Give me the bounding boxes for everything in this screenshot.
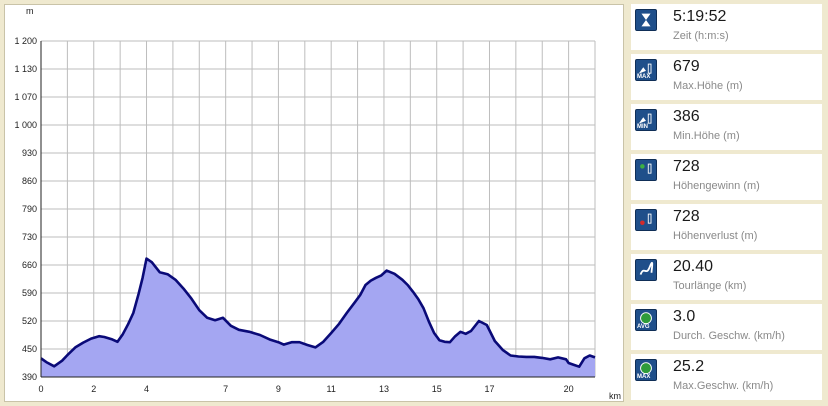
stat-item: MIN 386 Min.Höhe (m) xyxy=(631,104,822,150)
stat-item: 20.40 Tourlänge (km) xyxy=(631,254,822,300)
y-tick-label: 1 200 xyxy=(14,36,37,46)
stat-item: 728 Höhenverlust (m) xyxy=(631,204,822,250)
x-tick-label: 9 xyxy=(276,384,281,394)
stat-value: 679 xyxy=(673,58,700,75)
stats-panel: 5:19:52 Zeit (h:m:s) MAX 679 Max.Höhe (m) MIN… xyxy=(631,4,824,402)
y-tick-label: 790 xyxy=(22,204,37,214)
stat-item: 728 Höhengewinn (m) xyxy=(631,154,822,200)
icon-badge: AVG xyxy=(637,324,650,330)
y-tick-label: 1 000 xyxy=(14,120,37,130)
stat-label: Höhenverlust (m) xyxy=(673,230,758,242)
stat-item: MAX 25.2 Max.Geschw. (km/h) xyxy=(631,354,822,400)
x-tick-label: 0 xyxy=(38,384,43,394)
chart-grid xyxy=(40,40,596,378)
y-tick-label: 860 xyxy=(22,176,37,186)
x-axis-unit: km xyxy=(609,391,621,401)
stat-value: 5:19:52 xyxy=(673,8,727,25)
route-length-icon xyxy=(635,259,657,281)
hourglass-icon xyxy=(635,9,657,31)
x-tick-label: 20 xyxy=(564,384,574,394)
x-tick-label: 2 xyxy=(91,384,96,394)
y-axis-unit: m xyxy=(26,6,34,16)
stat-value: 728 xyxy=(673,158,700,175)
y-tick-label: 1 130 xyxy=(14,64,37,74)
min-altitude-icon: MIN xyxy=(635,109,657,131)
y-tick-label: 930 xyxy=(22,148,37,158)
y-tick-label: 520 xyxy=(22,316,37,326)
x-tick-label: 7 xyxy=(223,384,228,394)
y-tick-label: 450 xyxy=(22,344,37,354)
icon-badge: MAX xyxy=(637,74,651,80)
x-tick-label: 13 xyxy=(379,384,389,394)
elevation-area xyxy=(41,258,595,377)
stat-label: Min.Höhe (m) xyxy=(673,130,740,142)
chart-area-layer xyxy=(40,257,596,377)
max-speed-icon: MAX xyxy=(635,359,657,381)
y-tick-label: 390 xyxy=(22,372,37,382)
x-tick-label: 11 xyxy=(327,384,336,394)
stat-label: Max.Höhe (m) xyxy=(673,80,743,92)
y-tick-label: 730 xyxy=(22,232,37,242)
y-tick-label: 660 xyxy=(22,260,37,270)
stat-value: 386 xyxy=(673,108,700,125)
stat-item: 5:19:52 Zeit (h:m:s) xyxy=(631,4,822,50)
icon-badge: MIN xyxy=(637,124,648,130)
stat-label: Max.Geschw. (km/h) xyxy=(673,380,774,392)
icon-badge: MAX xyxy=(637,374,651,380)
stat-value: 728 xyxy=(673,208,700,225)
altitude-loss-icon xyxy=(635,209,657,231)
stat-value: 3.0 xyxy=(673,308,696,325)
stat-label: Tourlänge (km) xyxy=(673,280,747,292)
stat-label: Durch. Geschw. (km/h) xyxy=(673,330,785,342)
stat-label: Zeit (h:m:s) xyxy=(673,30,729,42)
y-tick-label: 590 xyxy=(22,288,37,298)
stat-value: 25.2 xyxy=(673,358,705,375)
avg-speed-icon: AVG xyxy=(635,309,657,331)
altitude-gain-icon xyxy=(635,159,657,181)
stat-item: AVG 3.0 Durch. Geschw. (km/h) xyxy=(631,304,822,350)
x-tick-label: 4 xyxy=(144,384,149,394)
stat-value: 20.40 xyxy=(673,258,714,275)
stat-item: MAX 679 Max.Höhe (m) xyxy=(631,54,822,100)
x-tick-label: 17 xyxy=(484,384,494,394)
max-altitude-icon: MAX xyxy=(635,59,657,81)
elevation-line xyxy=(40,257,596,369)
elevation-chart-panel: 390 450 520 590 660 730 790 860 930 1 000 1 070 1 1… xyxy=(4,4,624,402)
x-tick-label: 15 xyxy=(432,384,442,394)
stat-label: Höhengewinn (m) xyxy=(673,180,760,192)
y-tick-label: 1 070 xyxy=(14,92,37,102)
